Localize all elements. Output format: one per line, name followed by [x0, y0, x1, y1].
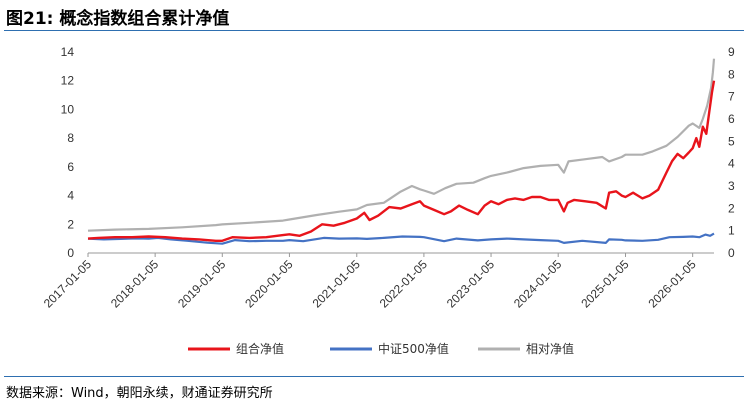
series-line-2: [87, 232, 715, 245]
figure-title: 图21: 概念指数组合累计净值: [6, 9, 230, 29]
x-tick-label: 2025-01-05: [578, 257, 632, 311]
y-left-tick-label: 14: [61, 45, 75, 59]
data-source-note: 数据来源：Wind，朝阳永续，财通证券研究所: [6, 386, 273, 401]
y-right-tick-label: 4: [728, 157, 735, 171]
y-right-tick-label: 1: [728, 224, 735, 238]
x-tick-label: 2021-01-05: [310, 257, 364, 311]
y-left-tick-label: 6: [67, 160, 74, 174]
y-left-tick-label: 2: [67, 217, 74, 231]
y-right-tick-label: 6: [728, 112, 735, 126]
x-tick-label: 2020-01-05: [242, 257, 296, 311]
y-right-tick-label: 3: [728, 179, 735, 193]
chart-legend: 组合净值 中证500净值 相对净值: [188, 341, 574, 356]
x-tick-label: 2024-01-05: [511, 257, 565, 311]
y-right-tick-label: 2: [728, 201, 735, 215]
x-tick-label: 2026-01-05: [645, 257, 699, 311]
y-right-tick-label: 5: [728, 134, 735, 148]
x-tick-label: 2023-01-05: [444, 257, 498, 311]
legend-label: 相对净值: [526, 341, 574, 356]
series-line-1: [87, 80, 716, 242]
x-tick-label: 2022-01-05: [377, 257, 431, 311]
series-line-3: [87, 58, 716, 232]
y-right-tick-label: 8: [728, 67, 735, 81]
x-tick-label: 2019-01-05: [175, 257, 229, 311]
x-tick-label: 2017-01-05: [41, 257, 95, 311]
legend-label: 中证500净值: [378, 341, 449, 356]
chart-series: [87, 58, 716, 245]
y-right-tick-label: 9: [728, 45, 735, 59]
source-divider: [4, 376, 744, 377]
y-left-tick-label: 10: [61, 102, 75, 116]
title-divider: [4, 30, 744, 31]
legend-label: 组合净值: [236, 341, 284, 356]
y-left-tick-label: 8: [67, 131, 74, 145]
y-left-tick-label: 0: [67, 246, 74, 260]
y-right-tick-label: 0: [728, 246, 735, 260]
y-left-tick-label: 12: [61, 74, 75, 88]
y-right-tick-label: 7: [728, 90, 735, 104]
x-tick-label: 2018-01-05: [108, 257, 162, 311]
y-left-tick-label: 4: [67, 189, 74, 203]
